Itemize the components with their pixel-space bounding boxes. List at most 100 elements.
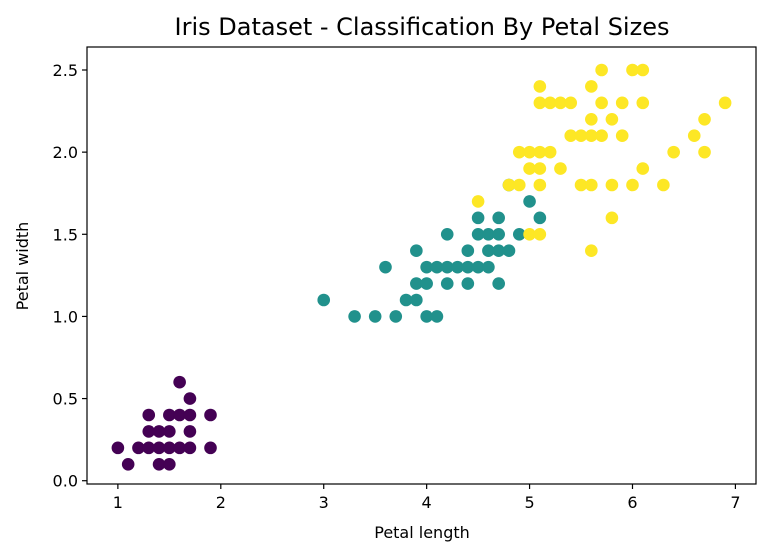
data-point — [687, 129, 701, 143]
data-point — [533, 227, 547, 241]
data-point — [152, 441, 166, 455]
data-point — [420, 260, 433, 274]
data-point — [564, 129, 578, 143]
y-axis: 0.0 0.5 1.0 1.5 2.0 2.5 — [53, 61, 87, 491]
data-point — [440, 260, 454, 274]
data-point — [595, 96, 608, 110]
data-point — [204, 408, 217, 422]
data-point — [430, 310, 444, 323]
data-point — [471, 260, 485, 274]
data-point — [512, 145, 526, 159]
data-point — [615, 96, 629, 110]
data-point — [121, 457, 135, 471]
data-point — [718, 96, 732, 110]
data-point — [430, 260, 444, 274]
data-point — [523, 162, 536, 175]
data-point — [440, 227, 454, 241]
data-point — [543, 145, 557, 159]
data-point — [317, 293, 331, 307]
x-tick-label: 5 — [524, 493, 534, 512]
data-point — [615, 129, 629, 143]
y-tick-label: 2.5 — [53, 61, 78, 80]
data-point — [420, 277, 433, 290]
data-point — [533, 178, 547, 192]
data-point — [471, 195, 485, 208]
data-point — [420, 310, 433, 323]
data-point — [461, 260, 475, 274]
chart-title: Iris Dataset - Classification By Petal S… — [175, 13, 670, 41]
x-tick-label: 7 — [730, 493, 740, 512]
data-point — [482, 260, 495, 274]
data-point — [410, 293, 423, 307]
data-point — [626, 178, 639, 192]
data-point — [183, 408, 197, 422]
data-point — [605, 211, 619, 225]
data-point — [512, 227, 526, 241]
data-point — [399, 293, 413, 307]
y-tick-label: 1.5 — [53, 225, 78, 244]
data-point — [173, 375, 186, 389]
data-point — [543, 96, 557, 110]
x-axis-label: Petal length — [374, 523, 470, 542]
data-point — [492, 277, 505, 290]
data-point — [471, 227, 485, 241]
data-point — [461, 277, 475, 290]
data-point — [142, 425, 156, 438]
data-point — [667, 145, 680, 159]
x-tick-label: 3 — [319, 493, 329, 512]
data-point — [574, 129, 588, 143]
data-point — [636, 63, 650, 77]
data-point — [595, 63, 608, 77]
data-point — [512, 178, 526, 192]
data-point — [554, 162, 567, 175]
x-tick-label: 2 — [216, 493, 226, 512]
data-point — [585, 244, 598, 258]
data-point — [636, 162, 650, 175]
data-point — [605, 178, 619, 192]
data-point — [657, 178, 670, 192]
points-layer — [111, 63, 732, 471]
data-point — [626, 63, 639, 77]
y-tick-label: 2.0 — [53, 143, 78, 162]
data-point — [482, 244, 495, 258]
data-point — [523, 195, 536, 208]
data-point — [698, 112, 711, 126]
data-point — [173, 408, 186, 422]
data-point — [389, 310, 403, 323]
data-point — [163, 408, 176, 422]
data-point — [368, 310, 382, 323]
data-point — [111, 441, 125, 455]
y-tick-label: 1.0 — [53, 307, 78, 326]
data-point — [410, 277, 423, 290]
data-point — [502, 244, 516, 258]
y-axis-label: Petal width — [13, 222, 32, 311]
data-point — [163, 457, 176, 471]
data-point — [595, 129, 608, 143]
data-point — [502, 178, 516, 192]
data-point — [492, 244, 505, 258]
data-point — [132, 441, 145, 455]
data-point — [698, 145, 711, 159]
y-tick-label: 0.0 — [53, 472, 78, 491]
data-point — [451, 260, 464, 274]
data-point — [523, 227, 536, 241]
data-point — [482, 227, 495, 241]
data-point — [471, 211, 485, 225]
data-point — [173, 441, 186, 455]
data-point — [183, 392, 197, 405]
data-point — [152, 425, 166, 438]
x-tick-label: 4 — [422, 493, 432, 512]
data-point — [492, 227, 505, 241]
data-point — [533, 211, 547, 225]
data-point — [533, 96, 547, 110]
data-point — [533, 162, 547, 175]
data-point — [554, 96, 567, 110]
x-tick-label: 6 — [627, 493, 637, 512]
data-point — [585, 178, 598, 192]
data-point — [410, 244, 423, 258]
data-point — [492, 211, 505, 225]
data-point — [163, 425, 176, 438]
data-point — [183, 425, 197, 438]
